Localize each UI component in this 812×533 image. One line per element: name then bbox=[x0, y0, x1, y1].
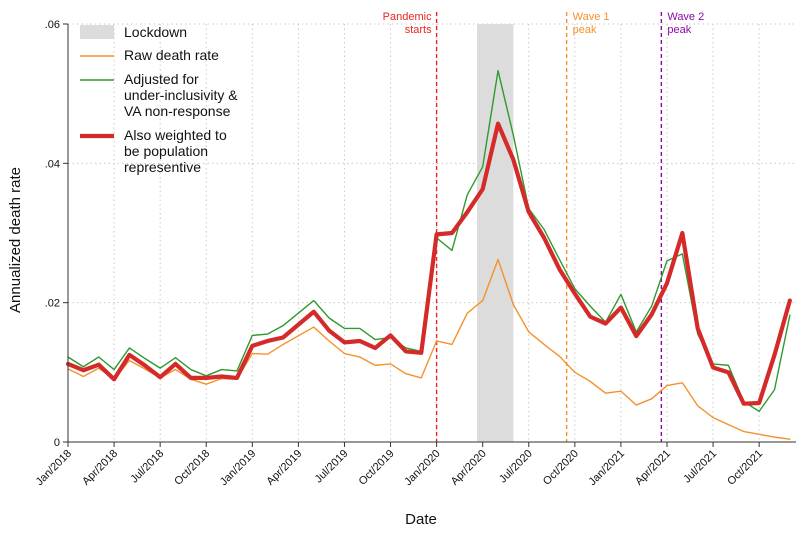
legend-item-lockdown: Lockdown bbox=[80, 24, 187, 40]
legend-label-line: representive bbox=[124, 159, 201, 175]
y-axis-title: Annualized death rate bbox=[7, 167, 24, 313]
series-line bbox=[65, 121, 792, 406]
legend-label-line: VA non-response bbox=[124, 103, 231, 119]
legend-label-line: Raw death rate bbox=[124, 47, 219, 63]
legend-label-line: Also weighted to bbox=[124, 127, 227, 143]
y-tick-label: .06 bbox=[45, 19, 60, 31]
lockdown-shade bbox=[477, 24, 514, 442]
y-tick-label: .04 bbox=[45, 158, 60, 170]
legend-item: Raw death rate bbox=[80, 47, 219, 63]
event-label-line: starts bbox=[405, 24, 432, 36]
legend-label: Lockdown bbox=[124, 24, 187, 40]
y-tick-label: .02 bbox=[45, 298, 60, 310]
x-axis-title: Date bbox=[405, 511, 437, 528]
y-tick-label: 0 bbox=[54, 437, 60, 449]
lockdown-region bbox=[477, 24, 514, 442]
legend-label-line: be population bbox=[124, 143, 208, 159]
series-lines bbox=[65, 69, 792, 440]
legend-label-line: Adjusted for bbox=[124, 71, 199, 87]
event-label-line: peak bbox=[667, 24, 691, 36]
legend-label-line: under-inclusivity & bbox=[124, 87, 238, 103]
legend-swatch bbox=[80, 25, 114, 39]
event-label-line: Pandemic bbox=[383, 11, 432, 23]
event-label-line: Wave 1 bbox=[573, 11, 610, 23]
event-label-line: Wave 2 bbox=[667, 11, 704, 23]
legend: Lockdown Raw death rate Adjusted forunder-… bbox=[80, 24, 238, 175]
event-label-line: peak bbox=[573, 24, 597, 36]
